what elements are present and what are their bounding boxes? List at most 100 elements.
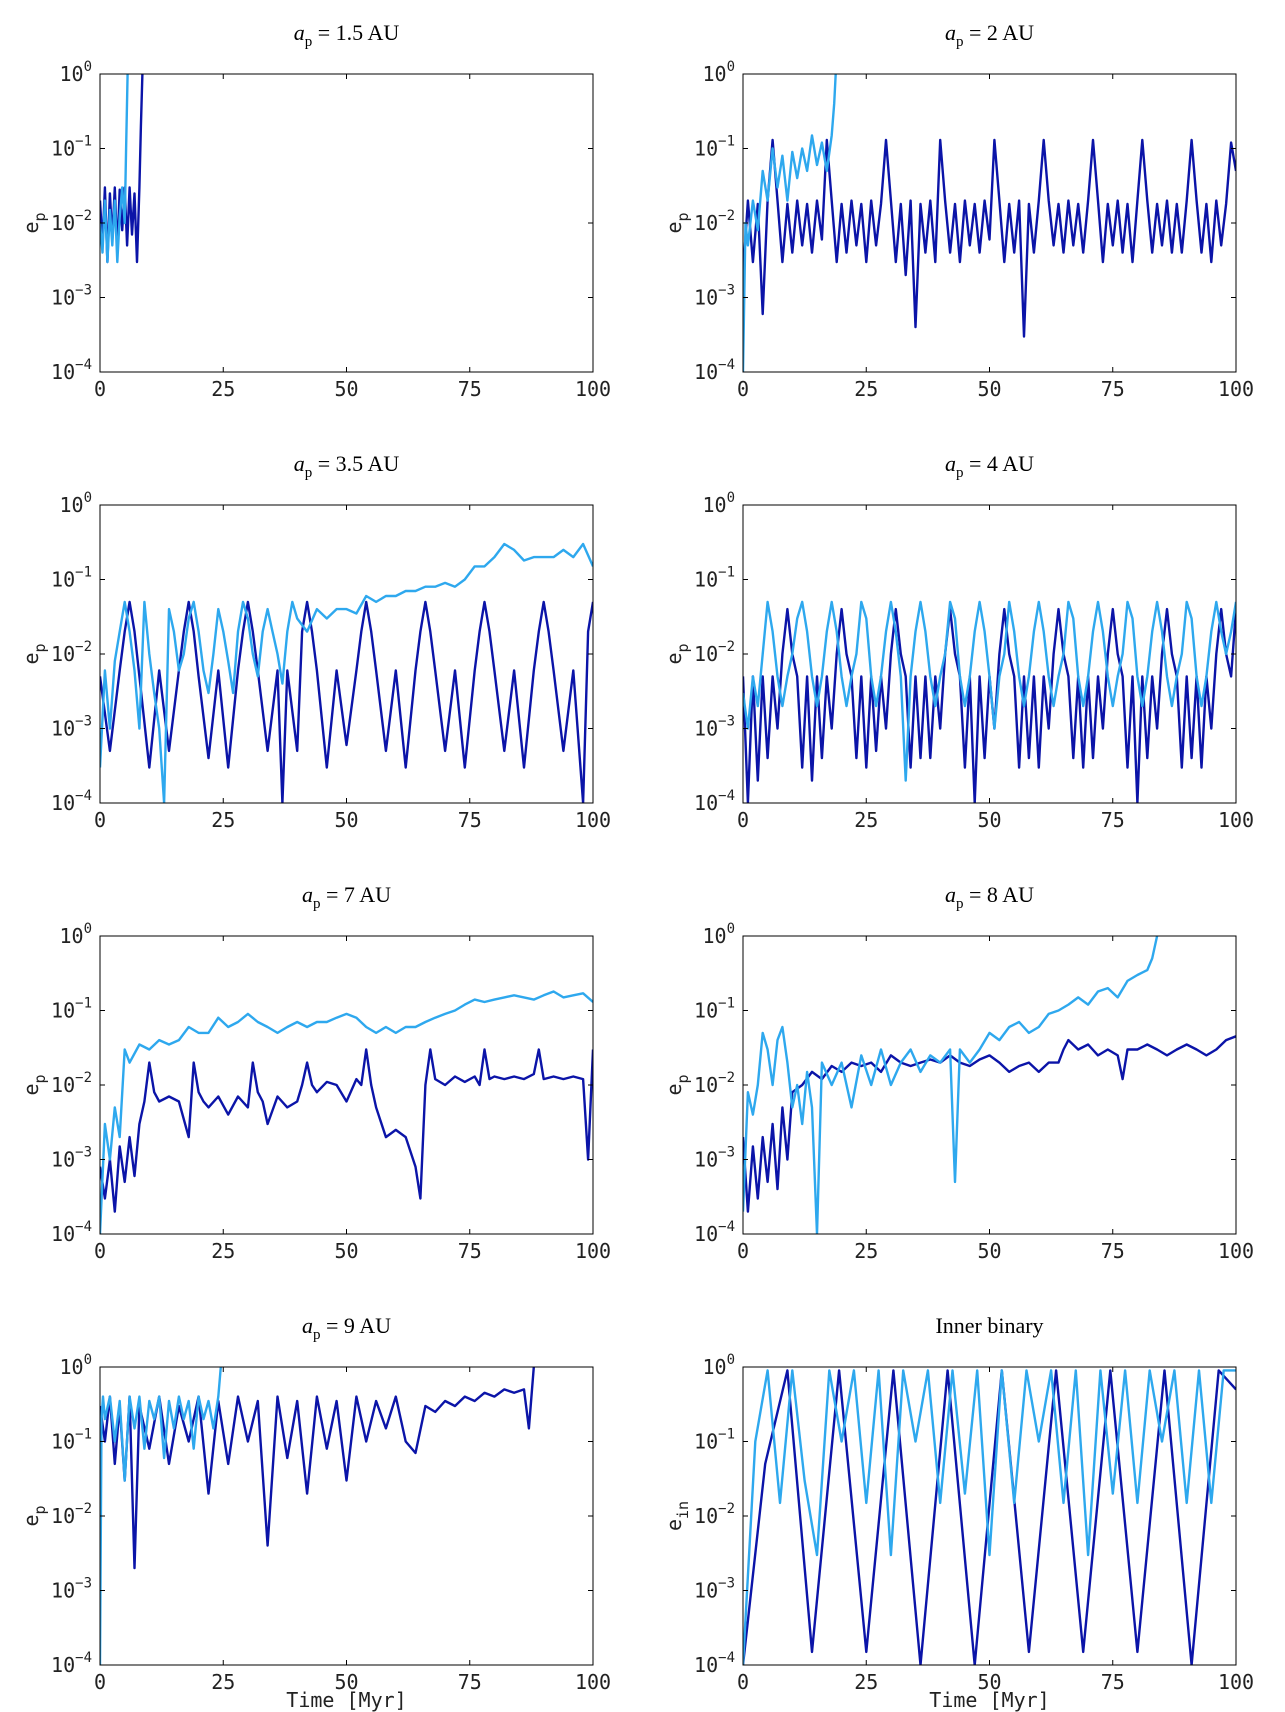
y-tick-label: 10−3	[694, 1145, 735, 1172]
x-tick-label: 75	[1101, 808, 1125, 832]
y-tick-label: 10−1	[694, 1427, 735, 1454]
y-tick-label: 100	[59, 921, 92, 948]
subplot-0: 0 25 50 75 100 100 10−1 10−2 10−3 10−4 ep ap = 1.5 …	[19, 20, 611, 401]
subplot-title: ap = 2 AU	[945, 20, 1034, 50]
x-tick-label: 50	[334, 1670, 358, 1694]
y-axis-label: ep	[662, 1074, 692, 1095]
x-tick-label: 75	[458, 377, 482, 401]
y-axis-label: ep	[19, 1505, 49, 1526]
y-tick-label: 10−3	[51, 1576, 92, 1603]
x-tick-label: 75	[458, 1670, 482, 1694]
x-axis-label: Time [Myr]	[286, 1688, 406, 1712]
x-tick-label: 50	[977, 1670, 1001, 1694]
x-tick-label: 50	[334, 808, 358, 832]
x-tick-label: 25	[211, 1670, 235, 1694]
series-line-light	[743, 600, 1236, 782]
x-tick-label: 100	[1218, 1239, 1254, 1263]
y-axis-label: ep	[19, 212, 49, 233]
subplot-title: ap = 4 AU	[945, 451, 1034, 481]
subplot-title: ap = 3.5 AU	[294, 451, 400, 481]
y-tick-label: 100	[702, 490, 735, 517]
x-tick-label: 75	[458, 1239, 482, 1263]
subplot-title: ap = 8 AU	[945, 882, 1034, 912]
y-tick-label: 100	[702, 921, 735, 948]
x-tick-label: 50	[334, 377, 358, 401]
series-line-light	[100, 1367, 222, 1665]
axes-frame	[99, 73, 594, 373]
y-tick-label: 10−3	[694, 283, 735, 310]
y-tick-label: 10−1	[51, 996, 92, 1023]
y-tick-label: 10−3	[51, 1145, 92, 1172]
x-tick-label: 25	[211, 377, 235, 401]
x-tick-label: 25	[854, 808, 878, 832]
series-line-light	[100, 990, 593, 1234]
axes-frame	[99, 504, 594, 804]
y-tick-label: 10−1	[694, 565, 735, 592]
y-tick-label: 100	[59, 490, 92, 517]
y-tick-label: 10−3	[694, 714, 735, 741]
x-tick-label: 50	[334, 1239, 358, 1263]
y-tick-label: 10−3	[51, 714, 92, 741]
y-tick-label: 10−1	[694, 134, 735, 161]
series-line-dark	[743, 1035, 1236, 1213]
x-tick-label: 50	[977, 377, 1001, 401]
series-line-dark	[743, 1369, 1236, 1665]
x-tick-label: 100	[575, 808, 611, 832]
x-tick-label: 0	[94, 1670, 106, 1694]
x-tick-label: 50	[977, 808, 1001, 832]
y-axis-label: ep	[19, 643, 49, 664]
axes-frame	[99, 935, 594, 1235]
x-tick-label: 25	[854, 1239, 878, 1263]
y-tick-label: 10−4	[51, 357, 92, 384]
x-tick-label: 75	[1101, 377, 1125, 401]
x-tick-label: 0	[737, 1670, 749, 1694]
series-line-light	[743, 1369, 1236, 1665]
series-line-dark	[100, 1367, 535, 1570]
series-line-light	[100, 542, 593, 803]
x-tick-label: 0	[94, 808, 106, 832]
x-tick-label: 75	[458, 808, 482, 832]
subplot-4: 0 25 50 75 100 100 10−1 10−2 10−3 10−4 ep ap = 7 AU	[19, 882, 611, 1263]
series-line-light	[743, 936, 1159, 1234]
x-tick-label: 100	[1218, 377, 1254, 401]
x-axis-label: Time [Myr]	[929, 1688, 1049, 1712]
series-line-dark	[100, 600, 593, 803]
y-tick-label: 10−4	[694, 1650, 735, 1677]
subplot-title: ap = 1.5 AU	[294, 20, 400, 50]
axes-frame	[99, 1366, 594, 1666]
x-tick-label: 25	[854, 1670, 878, 1694]
y-tick-label: 10−1	[694, 996, 735, 1023]
subplot-7: 0 25 50 75 100 100 10−1 10−2 10−3 10−4 ein Inner bi…	[662, 1313, 1254, 1712]
x-tick-label: 25	[854, 377, 878, 401]
x-tick-label: 100	[575, 1239, 611, 1263]
y-tick-label: 10−2	[51, 1501, 92, 1528]
x-tick-label: 75	[1101, 1670, 1125, 1694]
y-axis-label: ep	[662, 643, 692, 664]
y-tick-label: 100	[59, 59, 92, 86]
subplot-2: 0 25 50 75 100 100 10−1 10−2 10−3 10−4 ep ap = 3.5 …	[19, 451, 611, 832]
y-tick-label: 10−4	[51, 788, 92, 815]
y-tick-label: 10−1	[51, 565, 92, 592]
x-tick-label: 100	[575, 1670, 611, 1694]
y-tick-label: 100	[702, 59, 735, 86]
y-tick-label: 10−3	[51, 283, 92, 310]
x-tick-label: 100	[1218, 808, 1254, 832]
x-tick-label: 0	[737, 377, 749, 401]
y-tick-label: 10−2	[51, 1070, 92, 1097]
y-tick-label: 10−4	[51, 1219, 92, 1246]
series-line-light	[743, 74, 837, 372]
series-line-light	[100, 74, 129, 264]
y-tick-label: 10−1	[51, 134, 92, 161]
y-tick-label: 10−2	[51, 208, 92, 235]
y-tick-label: 10−2	[694, 1070, 735, 1097]
subplot-5: 0 25 50 75 100 100 10−1 10−2 10−3 10−4 ep ap = 8 AU	[662, 882, 1254, 1263]
y-tick-label: 10−2	[51, 639, 92, 666]
y-tick-label: 10−3	[694, 1576, 735, 1603]
subplot-1: 0 25 50 75 100 100 10−1 10−2 10−3 10−4 ep ap = 2 AU	[662, 20, 1254, 401]
x-tick-label: 100	[575, 377, 611, 401]
y-tick-label: 10−1	[51, 1427, 92, 1454]
y-axis-label: ep	[19, 1074, 49, 1095]
subplot-title: ap = 9 AU	[302, 1313, 391, 1343]
x-tick-label: 0	[737, 1239, 749, 1263]
